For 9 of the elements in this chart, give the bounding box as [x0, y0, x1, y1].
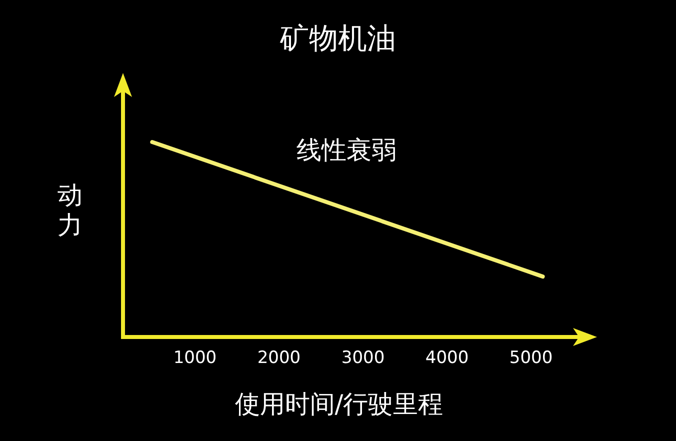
x-tick: 2000 — [257, 348, 301, 368]
x-tick: 1000 — [173, 348, 217, 368]
x-tick: 3000 — [341, 348, 385, 368]
title: 矿物机油 — [280, 21, 396, 55]
xlabel: 使用时间/行驶里程 — [234, 390, 444, 418]
annotation: 线性衰弱 — [296, 136, 397, 164]
x-tick: 4000 — [425, 348, 469, 368]
ylabel: 动力 — [58, 180, 82, 240]
x-tick: 5000 — [509, 348, 553, 368]
